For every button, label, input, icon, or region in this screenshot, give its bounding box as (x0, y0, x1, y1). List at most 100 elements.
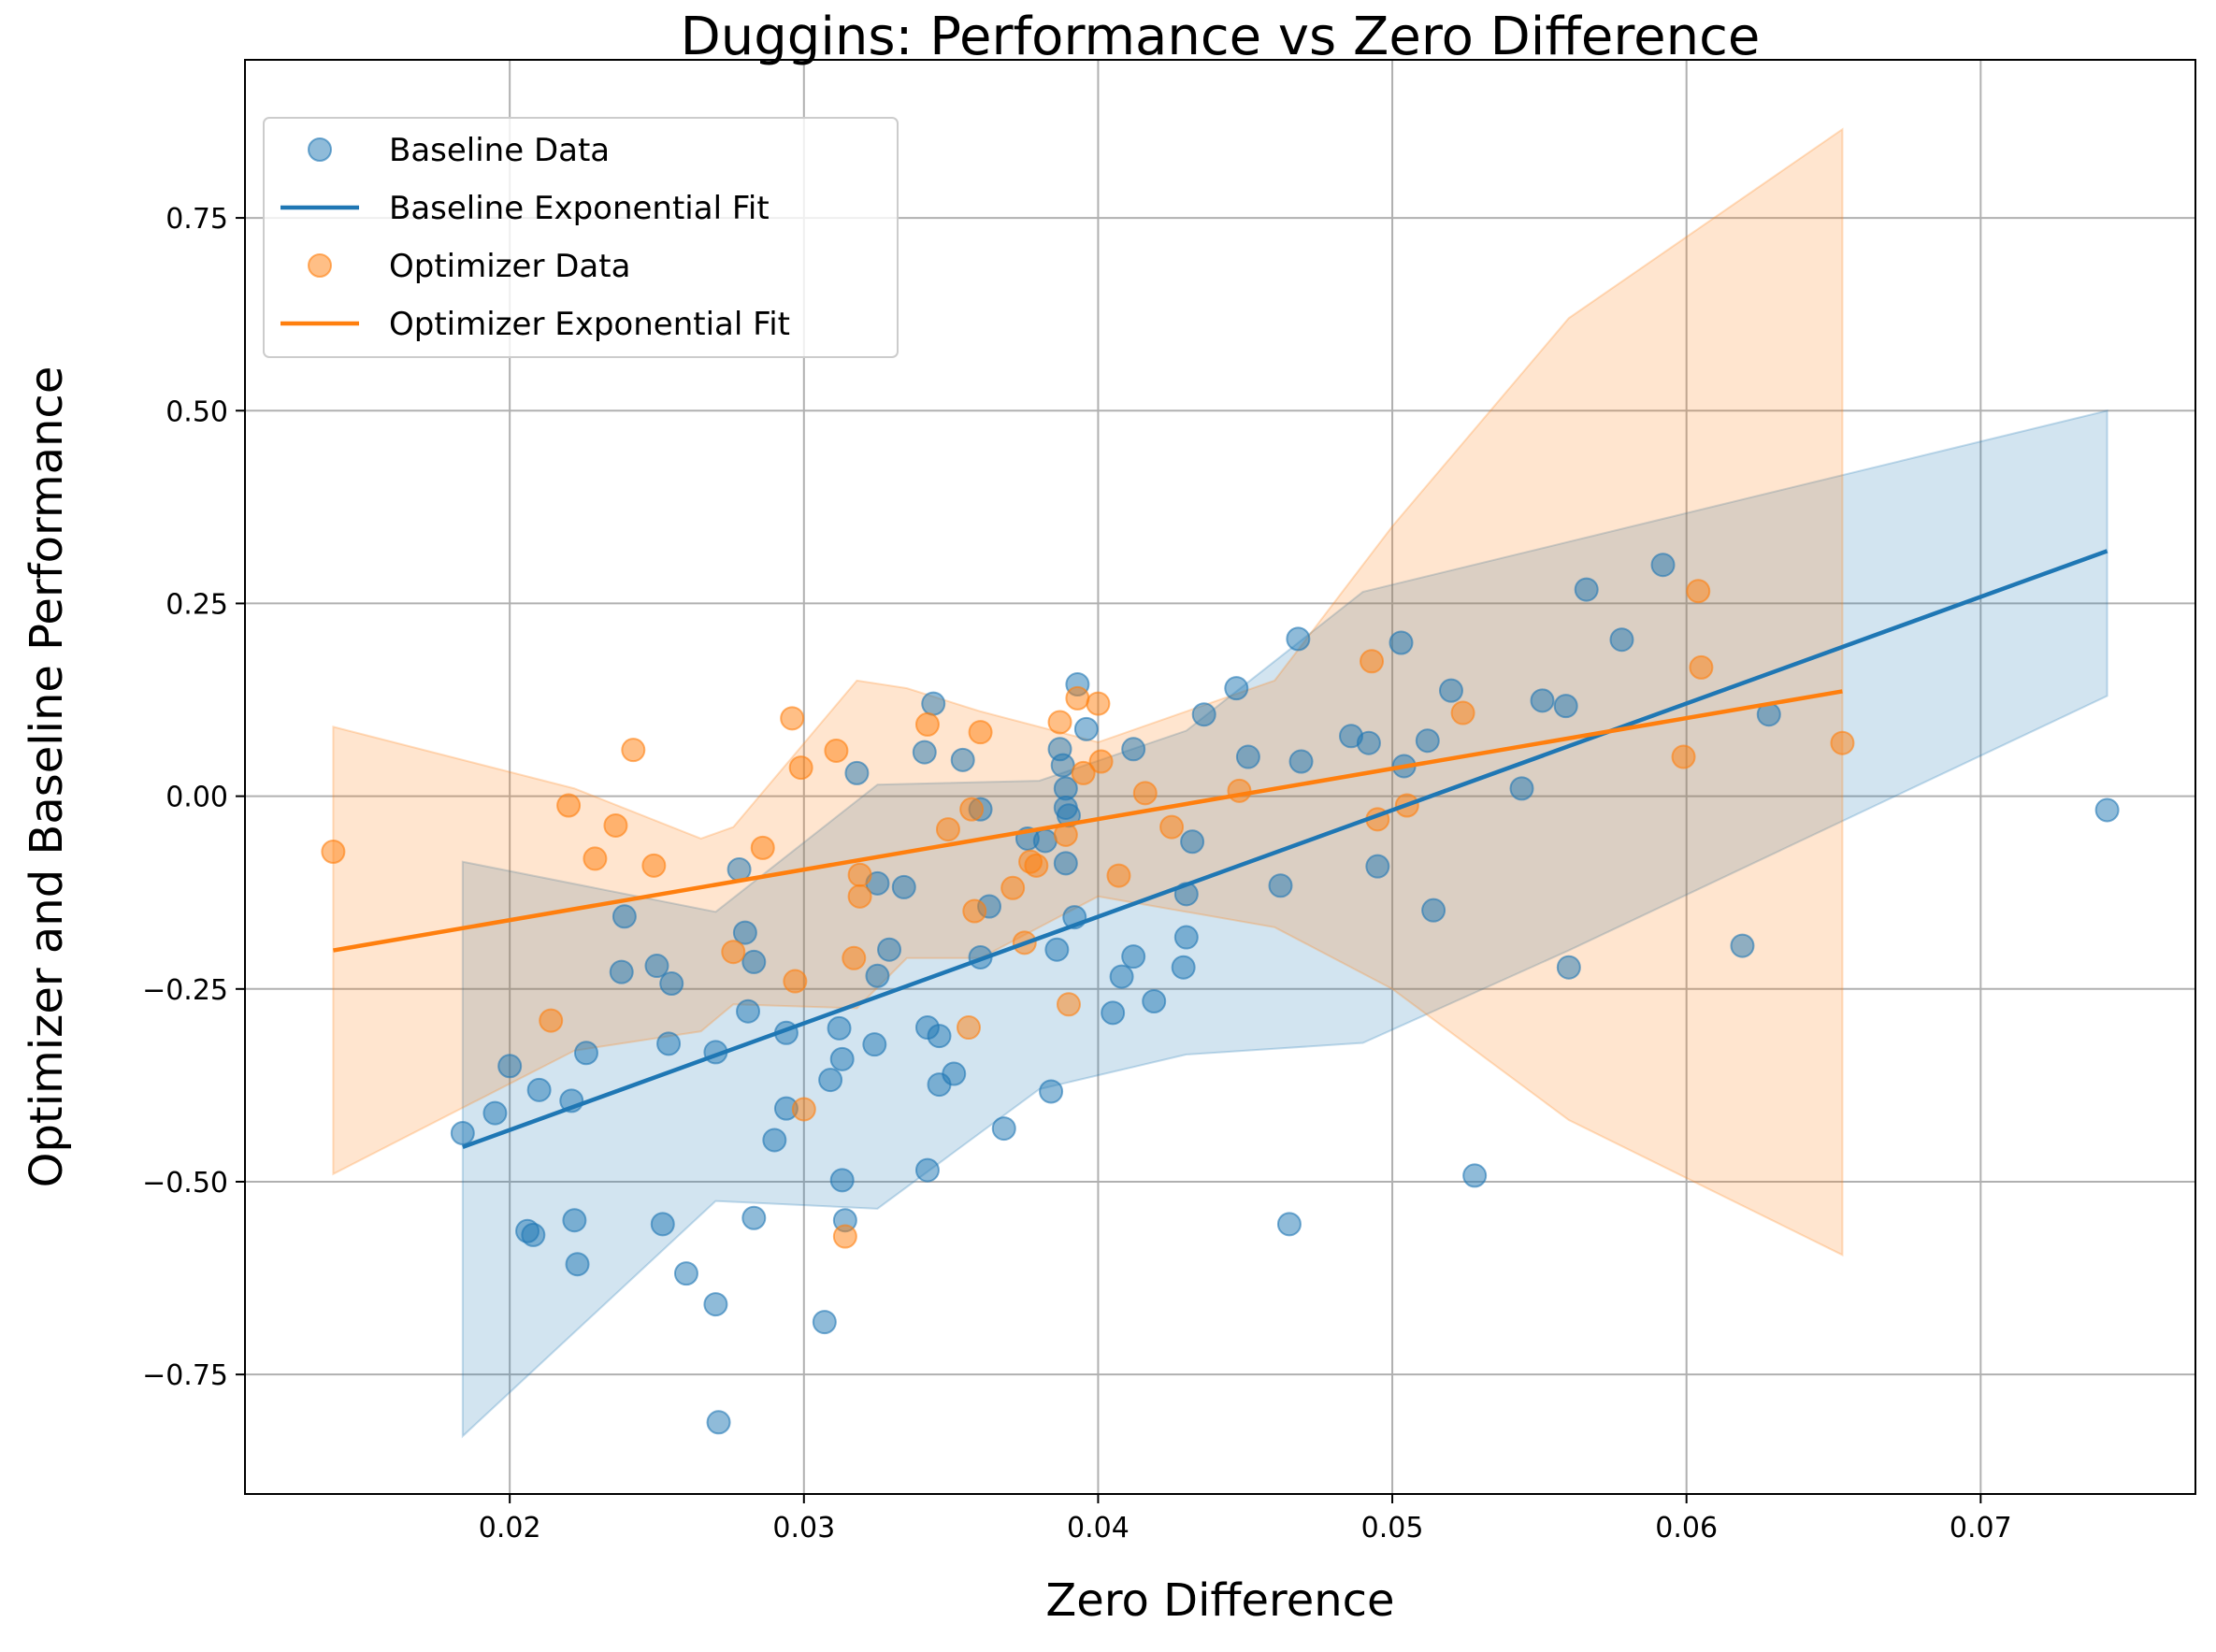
baseline-data-point (1530, 688, 1555, 713)
optimizer-data-point (556, 793, 582, 818)
baseline-data-point (1173, 925, 1199, 950)
optimizer-data-point (847, 862, 872, 887)
x-tick-label: 0.03 (772, 1512, 835, 1544)
x-tick-label: 0.05 (1361, 1512, 1424, 1544)
baseline-data-point (865, 963, 890, 988)
legend-marker-swatch (308, 253, 332, 278)
baseline-fit-line (462, 549, 2108, 1149)
baseline-data-point (921, 691, 946, 716)
optimizer-data-point (1671, 744, 1696, 769)
baseline-data-point (673, 1261, 698, 1286)
optimizer-data-point (824, 738, 849, 763)
baseline-data-point (1556, 955, 1581, 980)
baseline-data-point (1109, 964, 1134, 989)
baseline-data-point (732, 920, 757, 945)
baseline-data-point (1356, 730, 1381, 755)
baseline-data-point (927, 1024, 952, 1049)
baseline-data-point (562, 1208, 587, 1233)
baseline-data-point (844, 760, 870, 785)
optimizer-data-point (788, 755, 813, 781)
baseline-data-point (862, 1032, 887, 1057)
baseline-data-point (1050, 753, 1075, 778)
baseline-data-point (950, 747, 975, 772)
optimizer-data-point (1689, 654, 1714, 680)
y-tick-label: 0.50 (165, 395, 228, 428)
chart-title: Duggins: Performance vs Zero Difference (681, 7, 1761, 67)
baseline-data-point (573, 1041, 598, 1066)
optimizer-data-point (1088, 749, 1114, 774)
optimizer-data-point (1000, 875, 1026, 900)
baseline-data-point (609, 959, 634, 984)
optimizer-data-point (1159, 814, 1185, 840)
baseline-data-point (1044, 937, 1070, 962)
baseline-data-point (1268, 873, 1293, 898)
baseline-data-point (659, 971, 684, 997)
optimizer-data-point (914, 711, 940, 737)
baseline-data-point (1650, 553, 1676, 578)
optimizer-data-point (1056, 992, 1081, 1017)
plot-frame (244, 59, 2196, 1495)
optimizer-data-point (847, 883, 872, 909)
y-tick-label: 0.00 (165, 782, 228, 814)
optimizer-confidence-band (332, 127, 1844, 1257)
baseline-data-point (1288, 749, 1314, 774)
optimizer-data-point (1227, 778, 1252, 803)
optimizer-data-point (832, 1224, 857, 1249)
baseline-data-point (829, 1046, 855, 1071)
legend-box (263, 117, 899, 358)
baseline-data-point (706, 1410, 731, 1435)
baseline-data-point (1509, 776, 1534, 801)
baseline-data-point (991, 1116, 1016, 1142)
axis-ticks: 0.02 0.03 0.04 0.05 0.06 0.07 −0.75 −0.50 −0.25 0… (142, 203, 2012, 1544)
legend-label: Baseline Exponential Fit (389, 190, 770, 227)
baseline-data-point (1039, 1079, 1064, 1104)
fit-lines (333, 549, 2108, 1149)
optimizer-data-point (583, 846, 608, 871)
x-tick-label: 0.06 (1655, 1512, 1718, 1544)
baseline-data-point (2094, 797, 2120, 823)
baseline-data-point (812, 1310, 837, 1335)
baseline-data-point (526, 1077, 552, 1102)
baseline-data-point (912, 740, 937, 765)
baseline-data-point (914, 1157, 940, 1183)
y-tick-label: −0.50 (142, 1167, 228, 1199)
optimizer-data-point (321, 839, 346, 864)
optimizer-data-point (959, 797, 985, 822)
baseline-data-point (1421, 898, 1446, 923)
optimizer-data-point (1071, 760, 1096, 785)
legend: Baseline Data Baseline Exponential Fit Opt… (263, 117, 899, 358)
legend-label: Optimizer Data (389, 248, 630, 285)
baseline-data-point (1121, 944, 1146, 970)
optimizer-data-point (1086, 691, 1111, 716)
baseline-data-point (942, 1061, 967, 1086)
optimizer-data-point (1132, 781, 1158, 806)
optimizer-data-point (935, 817, 960, 842)
optimizer-data-point (1830, 730, 1855, 755)
optimizer-data-point (721, 940, 746, 965)
legend-marker-swatch (308, 137, 332, 162)
optimizer-data-point (783, 969, 808, 994)
optimizer-data-point (603, 812, 628, 838)
y-tick-label: −0.75 (142, 1359, 228, 1392)
optimizer-data-point (1047, 710, 1072, 735)
optimizer-data-point (842, 945, 867, 970)
optimizer-data-point (621, 738, 646, 763)
baseline-data-point (827, 1015, 852, 1041)
baseline-data-point (829, 1168, 855, 1193)
baseline-data-point (1276, 1212, 1302, 1237)
baseline-data-point (1180, 829, 1205, 855)
baseline-data-point (1101, 1000, 1126, 1026)
baseline-data-point (1286, 626, 1311, 652)
y-tick-label: −0.25 (142, 974, 228, 1007)
y-axis-title: Optimizer and Baseline Performance (21, 366, 73, 1188)
baseline-data-point (450, 1121, 475, 1146)
x-tick-label: 0.04 (1067, 1512, 1130, 1544)
baseline-data-point (1553, 694, 1578, 719)
data-points (321, 553, 2120, 1435)
optimizer-data-point (641, 853, 667, 878)
y-tick-label: 0.25 (165, 588, 228, 621)
baseline-data-point (1032, 828, 1058, 854)
optimizer-data-point (780, 706, 805, 731)
baseline-data-point (818, 1068, 843, 1093)
optimizer-data-point (1065, 685, 1090, 711)
